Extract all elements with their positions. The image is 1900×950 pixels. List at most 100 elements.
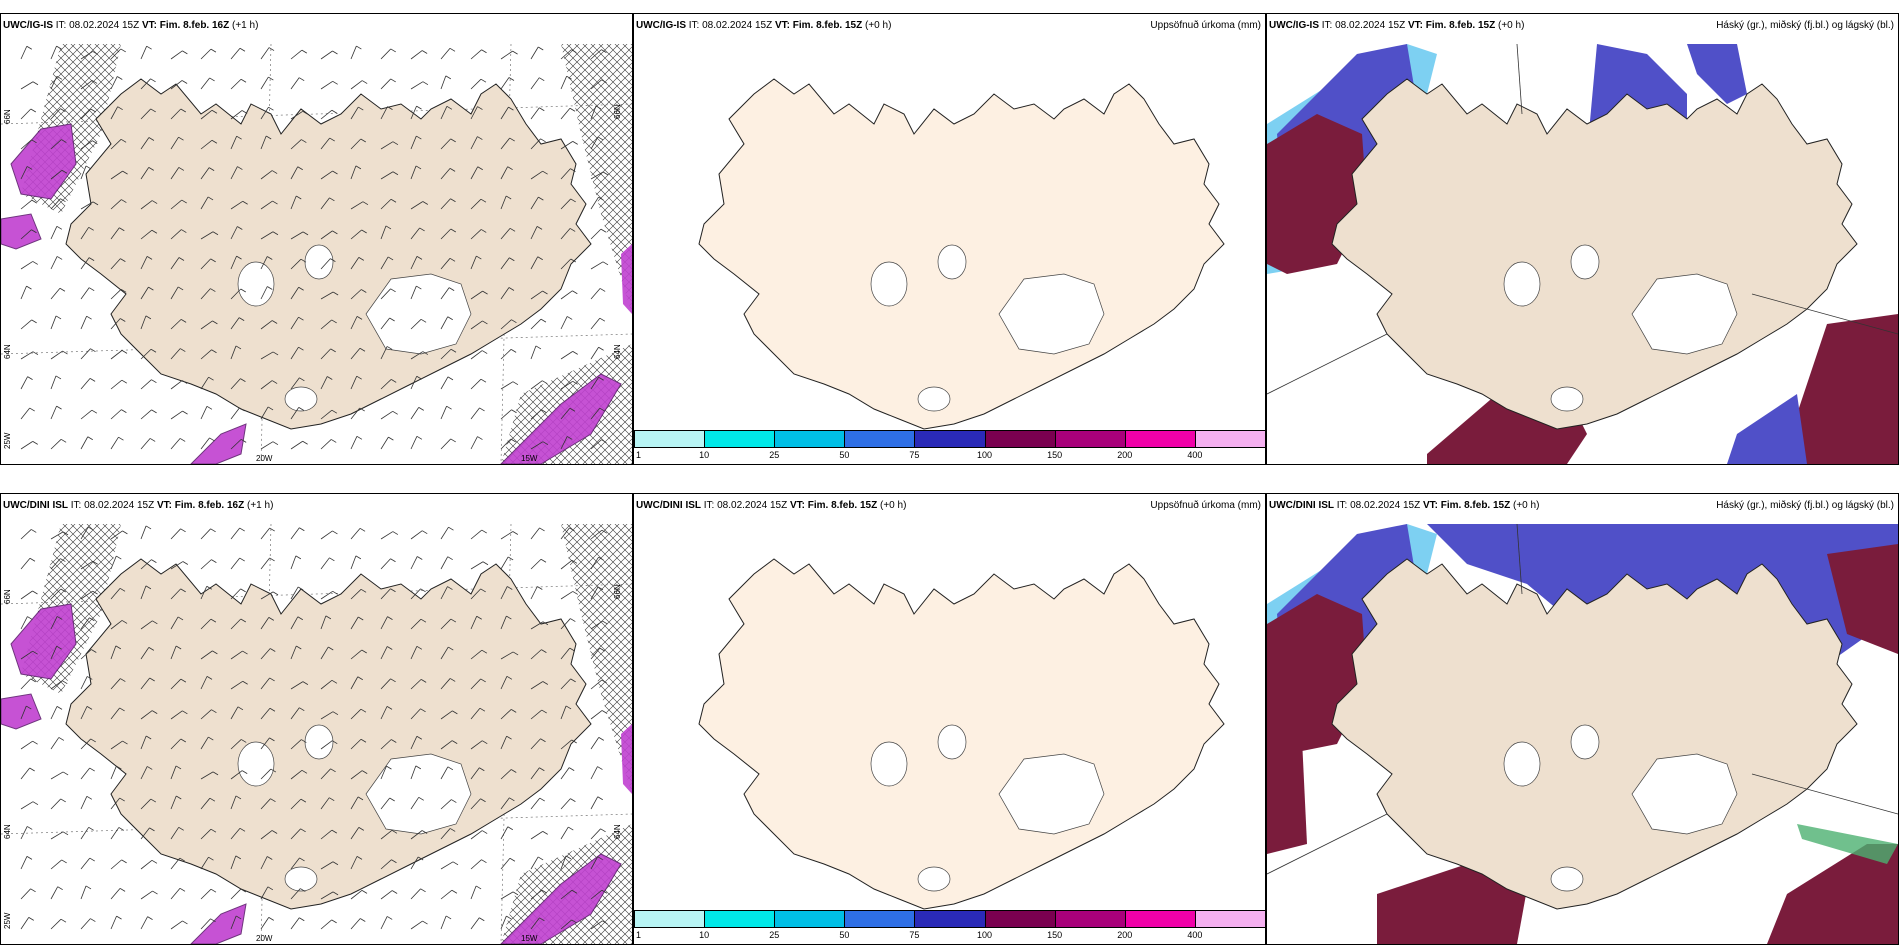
wind-barb (440, 406, 447, 420)
it-label: IT: (703, 500, 715, 511)
wind-barb-flag (448, 287, 455, 291)
wind-barb (410, 646, 418, 660)
wind-barb (590, 136, 599, 150)
wind-barb (590, 407, 601, 420)
colorbar-swatch (844, 430, 916, 448)
wind-barb (80, 526, 89, 540)
wind-barb (590, 196, 599, 210)
wind-barb-flag (31, 229, 37, 234)
wind-barb-flag (299, 377, 305, 382)
wind-barb-flag (356, 435, 363, 440)
wind-barb-flag (538, 46, 544, 51)
init-time: 08.02.2024 15Z (69, 20, 140, 31)
wind-barb (50, 198, 61, 210)
wind-barb (320, 50, 333, 60)
wind-barb-flag (272, 231, 279, 236)
wind-barb-flag (180, 738, 187, 743)
wind-barb (20, 826, 28, 840)
wind-barb (380, 171, 394, 180)
wind-barb-flag (572, 591, 578, 595)
wind-barb (410, 81, 424, 90)
wind-barb-flag (91, 409, 98, 414)
wind-barb (470, 740, 483, 750)
wind-barb-flag (332, 711, 339, 716)
wind-barb-flag (331, 919, 337, 924)
wind-barb-flag (268, 106, 274, 111)
wind-barb (560, 798, 571, 810)
wind-barb-flag (118, 436, 124, 441)
wind-barb (290, 287, 299, 300)
colorbar-swatch (844, 910, 916, 928)
wind-barb (170, 857, 181, 870)
wind-barb (590, 439, 602, 450)
wind-barb (560, 198, 572, 210)
colorbar-swatch (1124, 430, 1196, 448)
wind-barb-flag (32, 351, 39, 356)
wind-barb-flag (598, 556, 604, 561)
wind-barb (80, 767, 91, 780)
wind-barb-flag (511, 319, 517, 324)
wind-barb (560, 316, 568, 330)
glacier-langjokull (237, 741, 275, 787)
wind-barb (140, 256, 148, 270)
wind-barb-flag (27, 826, 33, 830)
wind-barb (170, 108, 182, 120)
wind-barb-flag (450, 138, 456, 143)
wind-barb-flag (361, 229, 367, 234)
wind-barb (530, 380, 543, 390)
wind-barb (590, 49, 602, 60)
wind-barb-flag (92, 560, 98, 565)
wind-barb-flag (479, 407, 485, 412)
wind-barb (590, 288, 601, 300)
colorbar-swatch (704, 430, 776, 448)
wind-barb-flag (59, 287, 66, 292)
wind-barb (140, 647, 150, 660)
axis-label-n64: 64N (3, 344, 12, 359)
colorbar-swatch (774, 430, 846, 448)
wind-barb (50, 256, 58, 270)
wind-barb-flag (212, 231, 219, 236)
wind-barb (350, 316, 358, 330)
init-time: 08.02.2024 15Z (84, 500, 155, 511)
wind-barb (140, 859, 153, 870)
wind-barb-flag (416, 135, 422, 140)
wind-barb-flag (206, 585, 212, 590)
map-canvas (1, 523, 632, 944)
wind-barb-flag (242, 200, 248, 205)
wind-barb-flag (568, 826, 574, 831)
wind-barb (110, 707, 120, 720)
wind-barb (440, 889, 453, 900)
wind-barb-flag (240, 288, 246, 293)
wind-barb (410, 105, 417, 120)
wind-barb-flag (182, 920, 188, 925)
wind-barb-flag (119, 587, 126, 592)
wind-barb-flag (422, 530, 428, 535)
wind-barb-flag (56, 645, 62, 650)
wind-barb (410, 618, 422, 630)
wind-barb-flag (241, 770, 248, 774)
wind-barb-flag (210, 258, 216, 263)
wind-barb-flag (29, 557, 36, 562)
wind-barb-flag (450, 228, 457, 233)
wind-barb-flag (86, 315, 92, 320)
wind-barb-flag (240, 588, 246, 593)
wind-barb (560, 407, 571, 420)
wind-barb-flag (512, 531, 519, 535)
wind-barb-flag (507, 586, 513, 590)
wind-barb (560, 76, 568, 90)
wind-barb-flag (481, 529, 487, 534)
wind-barb (530, 709, 543, 720)
wind-barb (170, 257, 180, 270)
wind-barb-flag (357, 796, 364, 801)
wind-barb-flag (480, 678, 486, 683)
wind-barb (470, 378, 482, 390)
it-label: IT: (688, 20, 700, 31)
wind-barb (290, 739, 302, 750)
precip-area (1, 213, 42, 250)
wind-barb-flag (92, 51, 98, 55)
wind-barb (530, 856, 539, 870)
panel-header: UWC/IG-IS IT: 08.02.2024 15Z VT: Fim. 8.… (634, 14, 1265, 38)
wind-barb-flag (479, 707, 486, 712)
wind-barb (260, 351, 274, 360)
wind-barb-flag (300, 798, 307, 803)
